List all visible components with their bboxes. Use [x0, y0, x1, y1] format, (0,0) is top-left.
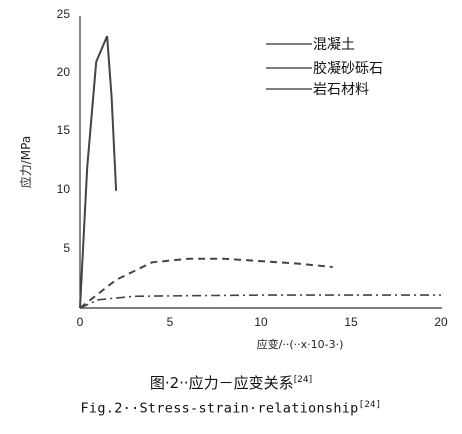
x-tick-label: 15: [344, 315, 358, 329]
series-line-concrete: [79, 35, 118, 309]
x-tick-label: 5: [167, 315, 174, 329]
series-line-cemented-sand-gravel: [79, 257, 333, 309]
caption-english: Fig.2··Stress-strain·relationship[24]: [80, 400, 382, 417]
caption-chinese: 图·2··应力－应变关系[24]: [149, 374, 313, 392]
x-tick-label: 10: [254, 315, 268, 329]
series-line-rock-material: [79, 294, 441, 309]
legend-label: 岩石材料: [313, 82, 369, 98]
y-tick-label: 20: [57, 65, 71, 79]
x-tick-label: 20: [434, 315, 448, 329]
x-origin-label: 0: [77, 315, 84, 329]
x-axis-title: 应变/··(··x·10-3·): [257, 337, 344, 351]
y-axis-title: 应力/MPa: [18, 136, 33, 188]
legend: 混凝土 胶凝砂砾石 岩石材料: [266, 37, 383, 98]
y-tick-label: 25: [57, 7, 71, 21]
y-tick-label: 10: [57, 182, 71, 196]
legend-label: 混凝土: [313, 37, 355, 53]
y-tick-label: 5: [63, 241, 70, 255]
legend-label: 胶凝砂砾石: [313, 60, 383, 77]
y-tick-label: 15: [57, 123, 71, 137]
